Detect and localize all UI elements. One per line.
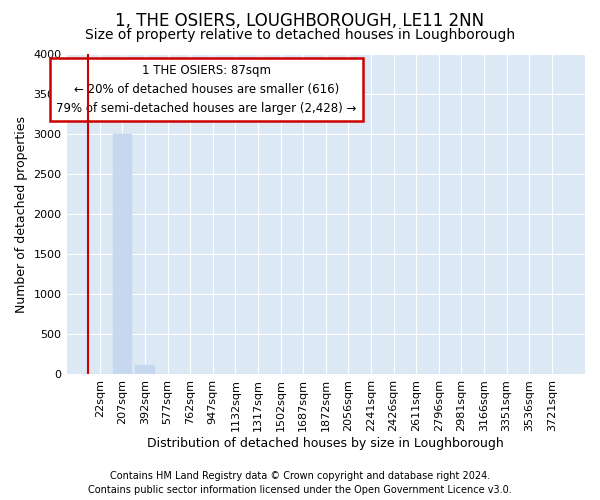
Bar (113, 134, 132, 374)
X-axis label: Distribution of detached houses by size in Loughborough: Distribution of detached houses by size … (148, 437, 504, 450)
Text: Size of property relative to detached houses in Loughborough: Size of property relative to detached ho… (85, 28, 515, 42)
Text: 1, THE OSIERS, LOUGHBOROUGH, LE11 2NN: 1, THE OSIERS, LOUGHBOROUGH, LE11 2NN (115, 12, 485, 30)
Text: 1 THE OSIERS: 87sqm
← 20% of detached houses are smaller (616)
79% of semi-detac: 1 THE OSIERS: 87sqm ← 20% of detached ho… (56, 64, 357, 114)
Text: Contains HM Land Registry data © Crown copyright and database right 2024.
Contai: Contains HM Land Registry data © Crown c… (88, 471, 512, 495)
Bar (136, 365, 155, 374)
Y-axis label: Number of detached properties: Number of detached properties (15, 116, 28, 312)
